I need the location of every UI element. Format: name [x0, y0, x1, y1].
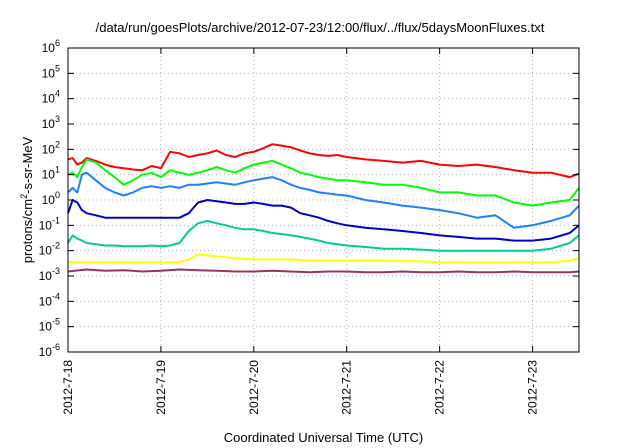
x-tick-labels: 2012-7-18 2012-7-19 2012-7-20 2012-7-21 2012… — [61, 360, 540, 415]
y-tick-label: 106 — [42, 38, 60, 55]
series-line-6 — [68, 253, 580, 264]
x-axis-label: Coordinated Universal Time (UTC) — [224, 430, 423, 445]
y-tick-label: 101 — [42, 165, 60, 182]
y-tick-label: 104 — [42, 89, 60, 106]
y-tick-label: 10-2 — [39, 241, 60, 258]
y-tick-label: 103 — [42, 114, 60, 131]
y-tick-labels: 106 105 104 103 102 101 100 10-1 10-2 10-3 10-4 10-… — [39, 38, 60, 359]
series-line-1 — [67, 143, 580, 179]
series-line-5 — [67, 219, 580, 252]
y-tick-label: 105 — [42, 63, 60, 80]
x-tick-label: 2012-7-19 — [154, 360, 168, 415]
series-lines — [67, 143, 580, 274]
grid-lines — [68, 48, 579, 352]
series-line-7 — [67, 268, 580, 274]
y-axis-label-rest: -s-sr-MeV — [20, 136, 35, 193]
y-tick-label: 102 — [42, 139, 60, 156]
y-axis-label: protons/cm2-s-sr-MeV — [19, 136, 35, 263]
y-tick-label: 10-4 — [39, 291, 60, 308]
x-tick-label: 2012-7-22 — [433, 360, 447, 415]
series-line-2 — [67, 158, 580, 207]
series-line-3 — [67, 171, 580, 229]
chart-title: /data/run/goesPlots/archive/2012-07-23/1… — [95, 20, 545, 35]
x-tick-label: 2012-7-21 — [340, 360, 354, 415]
series-line-4 — [67, 199, 580, 242]
y-tick-label: 10-3 — [39, 266, 60, 283]
y-tick-label: 10-6 — [39, 342, 60, 359]
x-tick-label: 2012-7-20 — [247, 360, 261, 415]
y-tick-label: 10-1 — [39, 215, 60, 232]
y-axis-label-superscript: 2 — [19, 194, 29, 199]
x-tick-label: 2012-7-23 — [526, 360, 540, 415]
tick-marks — [67, 47, 579, 353]
y-axis-label-main: protons/cm — [20, 199, 35, 263]
y-tick-label: 100 — [42, 190, 60, 207]
x-tick-label: 2012-7-18 — [61, 360, 75, 415]
y-tick-label: 10-5 — [39, 317, 60, 334]
